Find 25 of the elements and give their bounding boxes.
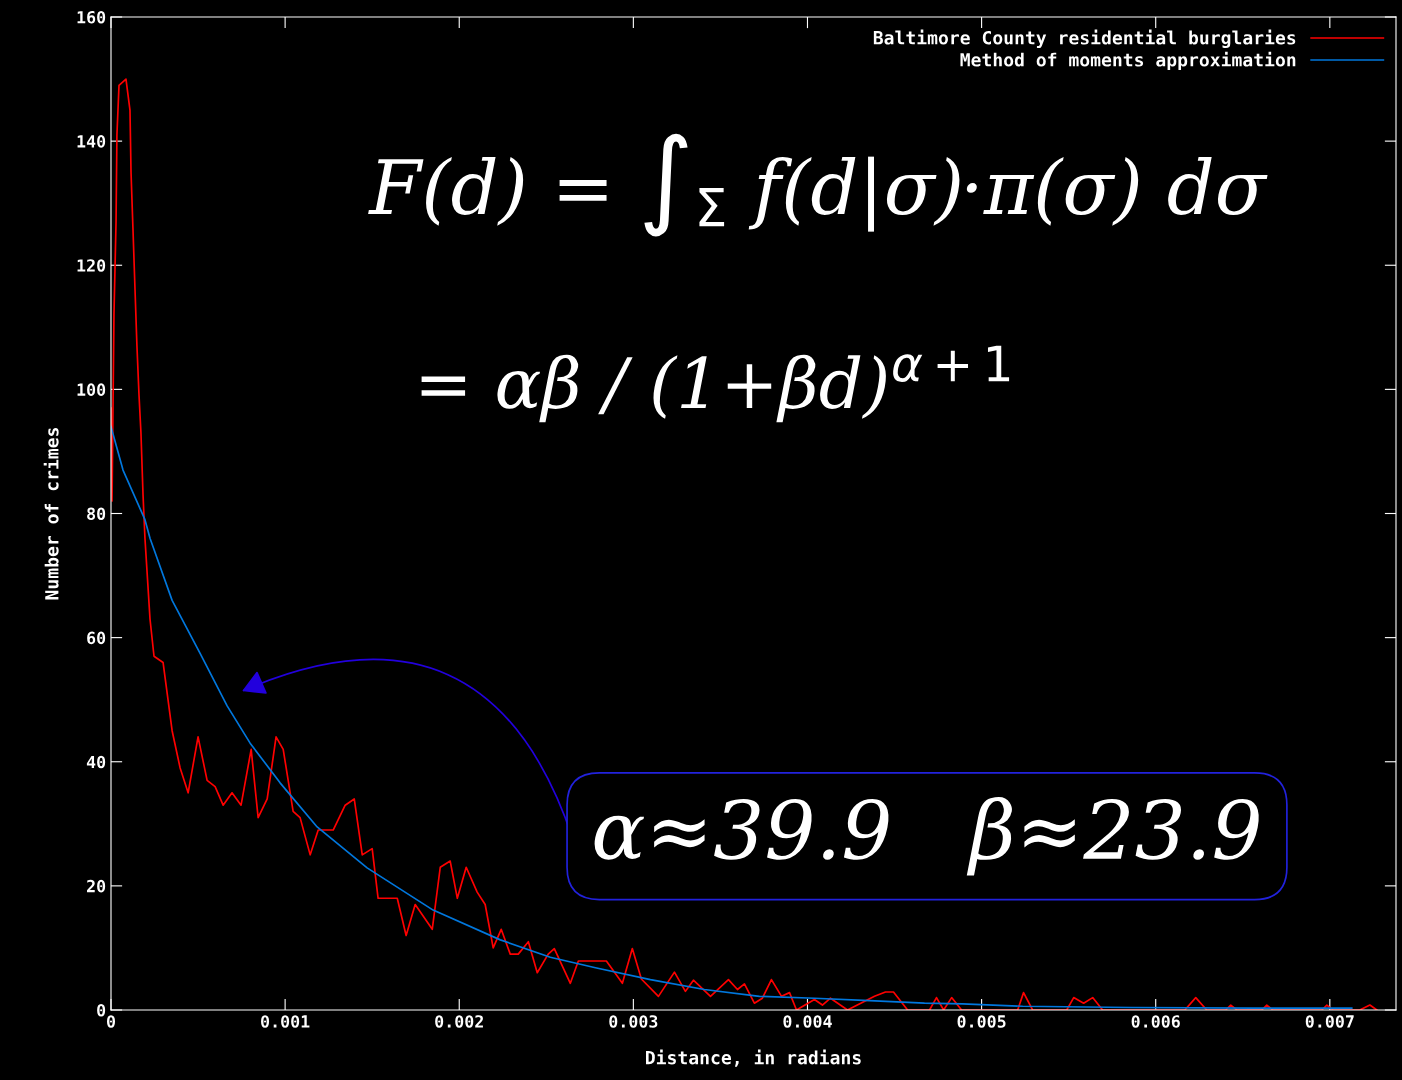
y-tick-label: 120 xyxy=(77,259,106,272)
annotation: α≈39.9 β≈23.9 xyxy=(594,797,1259,876)
x-axis-title: Distance, in radians xyxy=(646,1049,861,1067)
y-tick-label: 140 xyxy=(77,135,106,148)
x-tick-label: 0 xyxy=(106,1015,116,1028)
y-tick-label: 100 xyxy=(77,383,106,396)
x-tick-label: 0.005 xyxy=(957,1015,1006,1028)
x-tick-label: 0.001 xyxy=(261,1015,310,1028)
annotation: = αβ / (1+βd)$^{α+1}$ xyxy=(421,345,1010,423)
x-tick-label: 0.003 xyxy=(609,1015,658,1028)
y-tick-label: 160 xyxy=(77,10,106,24)
annotation: F(d) = ∫$_{Σ}$ f(d|σ)·π(σ) dσ xyxy=(368,133,1268,237)
y-tick-label: 60 xyxy=(87,631,106,645)
x-tick-label: 0.002 xyxy=(435,1015,483,1028)
x-tick-label: 0.004 xyxy=(783,1015,832,1028)
y-tick-label: 0 xyxy=(97,1003,106,1017)
legend-label: Baltimore County residential burglaries xyxy=(873,29,1296,49)
legend-label: Method of moments approximation xyxy=(960,51,1296,71)
y-tick-label: 80 xyxy=(87,507,106,521)
y-tick-label: 20 xyxy=(87,879,106,893)
x-tick-label: 0.007 xyxy=(1305,1015,1354,1028)
line-series xyxy=(111,78,1378,1010)
x-tick-label: 0.006 xyxy=(1131,1015,1180,1028)
y-tick-label: 40 xyxy=(86,755,106,769)
y-axis-title: Number of crimes xyxy=(43,428,59,600)
